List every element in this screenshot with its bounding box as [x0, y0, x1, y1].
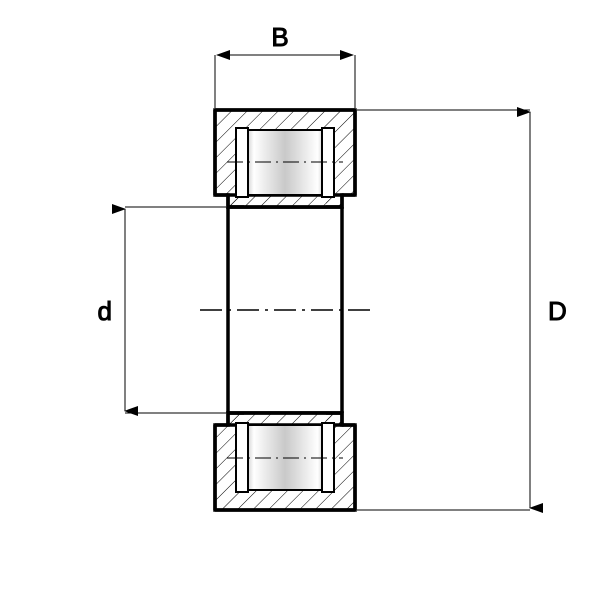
dimension-B: B [215, 22, 355, 108]
label-B: B [271, 22, 288, 52]
label-D: D [548, 296, 567, 326]
label-d: d [98, 296, 112, 326]
bearing-cross-section: B d D [0, 0, 600, 600]
dimension-D: D [357, 110, 567, 510]
